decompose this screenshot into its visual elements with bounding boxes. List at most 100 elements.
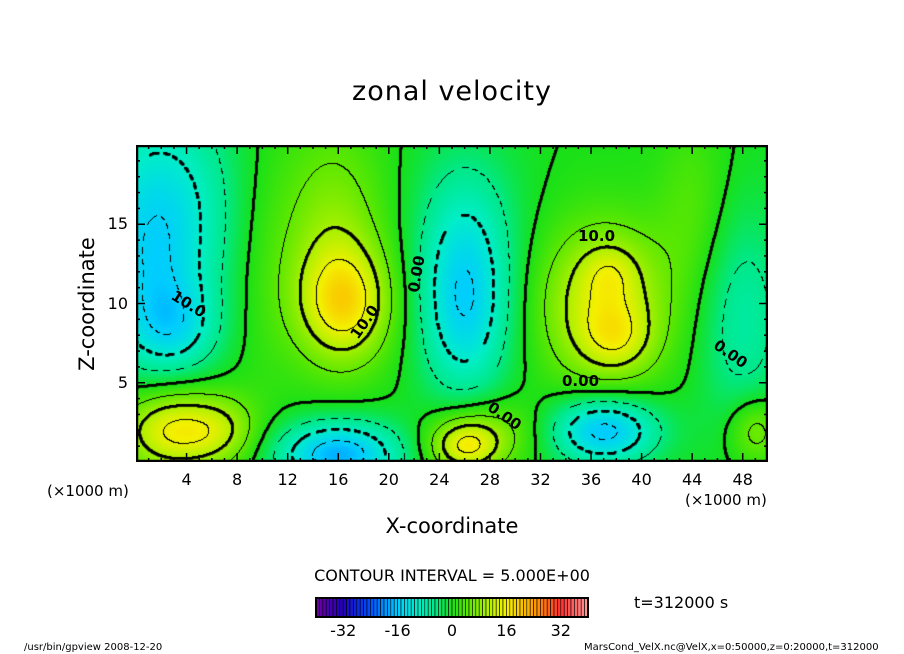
colorbar-swatch (387, 597, 392, 618)
x-tick-label: 48 (732, 470, 753, 489)
colorbar-swatch (512, 597, 517, 618)
colorbar-swatch (397, 597, 402, 618)
colorbar-swatch (485, 597, 490, 618)
colorbar-swatch (553, 597, 558, 618)
colorbar-swatch (390, 597, 395, 618)
y-tick-label: 15 (107, 214, 128, 234)
colorbar-swatch (577, 597, 582, 618)
colorbar-swatch (560, 597, 565, 618)
colorbar-swatch (519, 597, 524, 618)
plot-area: 10.0 10.0 0.00 10.0 0.00 0.00 0.00 (136, 145, 768, 462)
colorbar-swatch (509, 597, 514, 618)
colorbar-swatch (393, 597, 398, 618)
colorbar-tick-label: 0 (446, 621, 458, 640)
colorbar-swatch (546, 597, 551, 618)
colorbar-swatch (506, 597, 511, 618)
colorbar-swatch (349, 597, 354, 618)
colorbar-swatch (557, 597, 562, 618)
colorbar-swatch (414, 597, 419, 618)
colorbar-swatch (458, 597, 463, 618)
colorbar-swatch (472, 597, 477, 618)
colorbar-swatch (570, 597, 575, 618)
colorbar-swatch (567, 597, 572, 618)
colorbar-swatch (475, 597, 480, 618)
colorbar-swatch (376, 597, 381, 618)
colorbar-swatch (438, 597, 443, 618)
colorbar-swatch (325, 597, 330, 618)
x-tick-label: 12 (277, 470, 298, 489)
colorbar-swatch (363, 597, 368, 618)
colorbar-swatch (424, 597, 429, 618)
colorbar-swatch (434, 597, 439, 618)
colorbar-swatch (502, 597, 507, 618)
colorbar-border (315, 597, 589, 618)
colorbar-swatch (353, 597, 358, 618)
x-unit-label: (×1000 m) (685, 491, 767, 509)
colorbar-swatch (489, 597, 494, 618)
chart-title: zonal velocity (352, 76, 552, 107)
colorbar-swatch (342, 597, 347, 618)
colorbar-swatch (499, 597, 504, 618)
x-axis-label: X-coordinate (385, 514, 519, 538)
contour-label: 10.0 (578, 227, 616, 245)
colorbar-swatch (366, 597, 371, 618)
colorbar-swatch (329, 597, 334, 618)
colorbar-swatch (580, 597, 585, 618)
colorbar-swatch (444, 597, 449, 618)
y-axis-label: Z-coordinate (75, 237, 99, 371)
colorbar-swatch (482, 597, 487, 618)
colorbar-swatch (563, 597, 568, 618)
plot-frame (136, 145, 768, 462)
colorbar-swatch (380, 597, 385, 618)
colorbar-swatch (492, 597, 497, 618)
x-tick-label: 32 (530, 470, 551, 489)
y-tick-label: 10 (107, 293, 128, 313)
x-tick-label: 36 (580, 470, 602, 489)
colorbar-swatch (526, 597, 531, 618)
colorbar-swatch (332, 597, 337, 618)
x-tick-label: 24 (429, 470, 450, 489)
colorbar-swatch (550, 597, 555, 618)
contour-field (136, 145, 768, 462)
colorbar-swatch (322, 597, 327, 618)
x-tick-label: 20 (378, 470, 399, 489)
colorbar-swatch (407, 597, 412, 618)
colorbar-swatch (359, 597, 364, 618)
colorbar-swatch (540, 597, 545, 618)
colorbar-swatch (370, 597, 375, 618)
colorbar-tick-label: 16 (496, 621, 517, 640)
colorbar-swatch (404, 597, 409, 618)
colorbar-swatch (455, 597, 460, 618)
footer-right: MarsCond_VelX.nc@VelX,x=0:50000,z=0:2000… (584, 642, 879, 653)
colorbar-swatch (336, 597, 341, 618)
colorbar-swatch (356, 597, 361, 618)
x-tick-label: 16 (328, 470, 349, 489)
colorbar-swatch (536, 597, 541, 618)
x-tick-label: 4 (181, 470, 192, 489)
colorbar-swatch (417, 597, 422, 618)
plot-border (136, 145, 768, 462)
colorbar-swatch (451, 597, 456, 618)
colorbar-swatch (523, 597, 528, 618)
colorbar-swatch (400, 597, 405, 618)
colorbar-swatch (448, 597, 453, 618)
colorbar-tick-label: -32 (330, 621, 357, 640)
colorbar-swatch (465, 597, 470, 618)
contour-interval: CONTOUR INTERVAL = 5.000E+00 (314, 566, 590, 585)
colorbar-swatch (441, 597, 446, 618)
y-unit-label: (×1000 m) (47, 482, 129, 500)
colorbar (315, 597, 589, 618)
colorbar-swatch (495, 597, 500, 618)
colorbar-swatch (461, 597, 466, 618)
colorbar-swatch (373, 597, 378, 618)
colorbar-swatch (339, 597, 344, 618)
footer-left: /usr/bin/gpview 2008-12-20 (24, 642, 163, 653)
colorbar-swatch (431, 597, 436, 618)
colorbar-swatch (427, 597, 432, 618)
time-label: t=312000 s (634, 593, 729, 612)
colorbar-swatch (421, 597, 426, 618)
colorbar-tick-label: -16 (384, 621, 411, 640)
colorbar-swatch (529, 597, 534, 618)
x-tick-label: 8 (232, 470, 243, 489)
